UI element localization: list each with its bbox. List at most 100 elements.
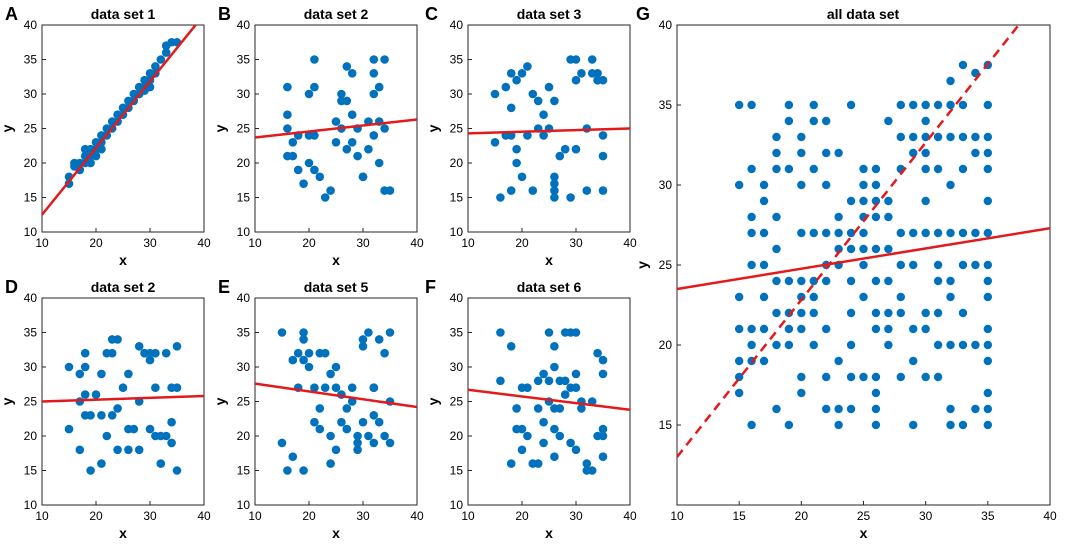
x-tick-label: 10 [35,509,49,523]
y-tick-label: 10 [450,498,464,512]
data-point [871,276,881,286]
y-tick-label: 40 [24,291,38,305]
x-tick-label: 40 [197,236,211,250]
data-point [946,132,955,142]
data-point [784,100,794,110]
data-point [933,132,943,142]
data-point [528,89,538,99]
y-axis-label: y [212,124,228,132]
data-point [299,335,308,344]
data-point [283,110,292,119]
data-point [958,132,968,142]
y-tick-label: 25 [450,395,464,409]
data-point [512,158,521,168]
data-point [871,388,881,398]
data-point [734,324,744,334]
data-point [490,89,500,99]
data-point [380,348,389,358]
data-point [884,116,893,126]
data-point [946,404,955,414]
data-point [151,383,160,393]
data-point [598,151,608,161]
fit-line [468,127,630,135]
data-point [784,420,794,430]
data-point [86,466,95,475]
data-point [113,445,122,455]
data-point [342,424,352,434]
data-point [971,132,980,142]
data-point [539,131,548,140]
data-point [369,69,379,78]
data-point [97,411,106,420]
y-tick-label: 10 [24,225,38,239]
data-point [909,100,918,110]
data-point [797,276,806,286]
data-point [380,431,389,441]
x-tick-label: 40 [197,509,211,523]
data-point [506,459,516,468]
data-point [80,390,90,399]
data-point [172,466,182,475]
data-point [528,186,538,195]
data-point [342,144,352,154]
data-point [797,180,806,190]
data-point [598,369,608,379]
data-point [151,62,160,71]
y-tick-label: 30 [24,87,38,101]
data-point [772,276,781,286]
data-point [369,131,379,140]
data-point [571,144,581,154]
data-point [921,308,930,318]
x-axis-label: x [545,525,553,541]
data-point [293,348,303,358]
y-tick-label: 25 [24,395,38,409]
data-point [971,404,980,414]
y-tick-label: 40 [237,18,251,32]
data-point [983,324,993,334]
data-point [523,383,532,393]
fit-line [255,382,417,409]
data-point [299,328,308,337]
data-point [320,193,330,202]
plot-frame [41,24,205,233]
data-point [971,228,980,238]
data-point [97,459,106,468]
data-point [846,228,856,238]
data-point [797,308,806,318]
data-point [809,292,818,302]
data-point [310,55,319,64]
data-point [550,193,559,202]
x-tick-label: 35 [981,509,995,523]
data-point [374,82,384,92]
data-point [958,420,968,430]
data-point [517,69,527,78]
data-point [380,55,389,64]
fit-line [42,25,198,216]
y-axis-label: y [212,397,228,405]
y-tick-label: 30 [450,87,464,101]
y-tick-label: 15 [237,464,251,478]
data-point [846,308,856,318]
data-point [364,144,373,154]
data-point [156,459,166,468]
data-point [374,158,384,168]
data-point [512,404,521,413]
data-point [946,180,955,190]
data-point [124,445,133,455]
data-point [172,342,182,351]
data-point [86,158,95,168]
y-tick-label: 25 [659,258,673,272]
y-tick-label: 25 [237,395,251,409]
x-tick-label: 10 [670,509,684,523]
y-tick-label: 35 [24,53,38,67]
data-point [784,276,794,286]
data-point [784,164,794,174]
data-point [772,212,781,222]
data-point [859,244,868,254]
y-tick-label: 35 [237,326,251,340]
data-point [859,228,868,238]
data-point [884,212,893,222]
data-point [107,411,117,420]
data-point [834,148,843,158]
